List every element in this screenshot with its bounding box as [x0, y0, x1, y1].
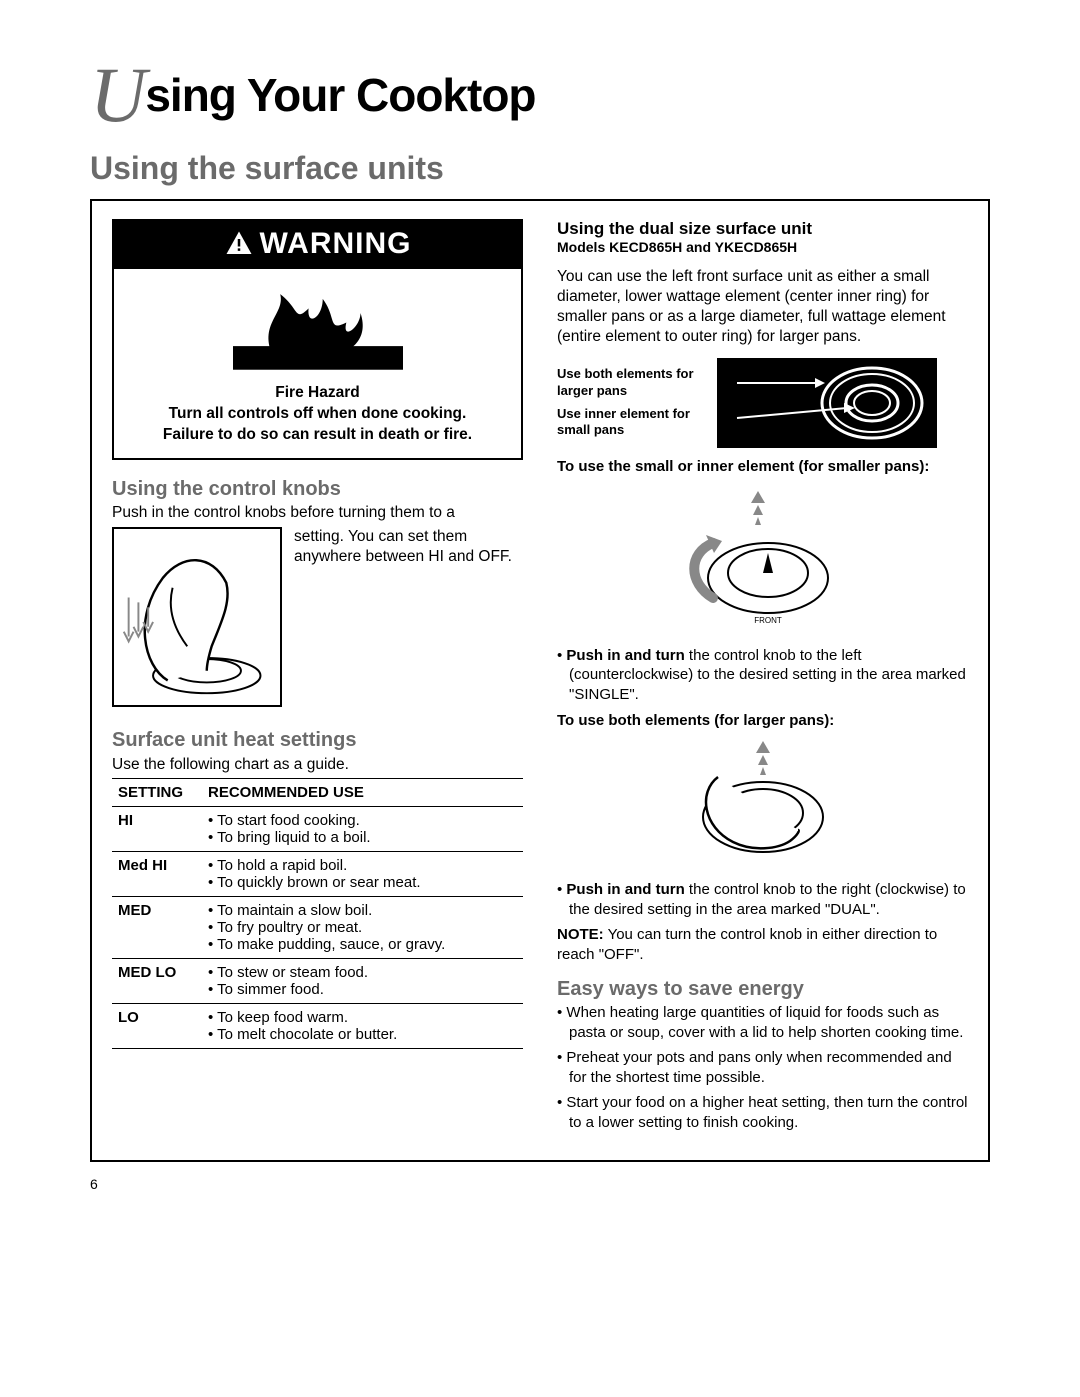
heat-intro: Use the following chart as a guide.	[112, 756, 523, 774]
use-cell: To stew or steam food.To simmer food.	[202, 958, 523, 1003]
use-item: To stew or steam food.	[208, 964, 517, 981]
setting-cell: HI	[112, 806, 202, 851]
title-dropcap: U	[90, 51, 145, 138]
setting-cell: Med HI	[112, 851, 202, 896]
use-cell: To keep food warm.To melt chocolate or b…	[202, 1003, 523, 1048]
use-item: To start food cooking.	[208, 812, 517, 829]
knobs-cont: setting. You can set them anywhere betwe…	[294, 527, 523, 707]
energy-list: When heating large quantities of liquid …	[557, 1003, 968, 1132]
heat-settings-table: SETTING RECOMMENDED USE HITo start food …	[112, 778, 523, 1049]
svg-text:FRONT: FRONT	[754, 616, 782, 625]
table-row: LOTo keep food warm.To melt chocolate or…	[112, 1003, 523, 1048]
warning-header: WARNING	[114, 221, 521, 269]
energy-item: When heating large quantities of liquid …	[557, 1003, 968, 1042]
use-cell: To maintain a slow boil.To fry poultry o…	[202, 896, 523, 958]
use-cell: To start food cooking.To bring liquid to…	[202, 806, 523, 851]
page-number: 6	[90, 1176, 990, 1192]
knob-illustration	[112, 527, 282, 707]
energy-item: Preheat your pots and pans only when rec…	[557, 1048, 968, 1087]
table-row: MED LOTo stew or steam food.To simmer fo…	[112, 958, 523, 1003]
right-column: Using the dual size surface unit Models …	[557, 219, 968, 1138]
fire-icon	[114, 269, 521, 379]
col-setting: SETTING	[112, 778, 202, 806]
heat-heading: Surface unit heat settings	[112, 729, 523, 752]
warning-text: Fire Hazard Turn all controls off when d…	[114, 379, 521, 458]
energy-heading: Easy ways to save energy	[557, 978, 968, 1001]
dual-heading: Using the dual size surface unit	[557, 219, 968, 239]
dual-models: Models KECD865H and YKECD865H	[557, 239, 968, 255]
knobs-intro: Push in the control knobs before turning…	[112, 503, 523, 523]
use-item: To fry poultry or meat.	[208, 919, 517, 936]
warning-box: WARNING Fire Hazard Turn all controls of…	[112, 219, 523, 460]
table-row: HITo start food cooking.To bring liquid …	[112, 806, 523, 851]
note-line: NOTE: You can turn the control knob in e…	[557, 925, 968, 964]
page-title: Using Your Cooktop	[90, 50, 990, 140]
warning-triangle-icon	[224, 229, 254, 259]
large-element-heading: To use both elements (for larger pans):	[557, 712, 968, 729]
use-item: To simmer food.	[208, 981, 517, 998]
use-cell: To hold a rapid boil.To quickly brown or…	[202, 851, 523, 896]
table-row: Med HITo hold a rapid boil.To quickly br…	[112, 851, 523, 896]
dual-dial-illustration	[557, 737, 968, 872]
small-element-heading: To use the small or inner element (for s…	[557, 458, 968, 475]
left-column: WARNING Fire Hazard Turn all controls of…	[112, 219, 523, 1138]
title-rest: sing Your Cooktop	[145, 69, 535, 121]
use-item: To hold a rapid boil.	[208, 857, 517, 874]
setting-cell: MED LO	[112, 958, 202, 1003]
energy-item: Start your food on a higher heat setting…	[557, 1093, 968, 1132]
knobs-heading: Using the control knobs	[112, 478, 523, 501]
use-item: To make pudding, sauce, or gravy.	[208, 936, 517, 953]
single-dial-illustration: FRONT	[557, 483, 968, 638]
section-subtitle: Using the surface units	[90, 150, 990, 187]
dual-labels: Use both elements for larger pans Use in…	[557, 366, 707, 440]
dual-paragraph: You can use the left front surface unit …	[557, 267, 968, 348]
use-item: To maintain a slow boil.	[208, 902, 517, 919]
content-frame: WARNING Fire Hazard Turn all controls of…	[90, 199, 990, 1162]
col-use: RECOMMENDED USE	[202, 778, 523, 806]
warning-label: WARNING	[260, 227, 412, 261]
large-element-instruction: • Push in and turn the control knob to t…	[557, 880, 968, 919]
use-item: To bring liquid to a boil.	[208, 829, 517, 846]
setting-cell: MED	[112, 896, 202, 958]
dual-element-icon	[717, 358, 937, 448]
use-item: To quickly brown or sear meat.	[208, 874, 517, 891]
table-row: MEDTo maintain a slow boil.To fry poultr…	[112, 896, 523, 958]
use-item: To keep food warm.	[208, 1009, 517, 1026]
setting-cell: LO	[112, 1003, 202, 1048]
small-element-instruction: • Push in and turn the control knob to t…	[557, 646, 968, 705]
use-item: To melt chocolate or butter.	[208, 1026, 517, 1043]
